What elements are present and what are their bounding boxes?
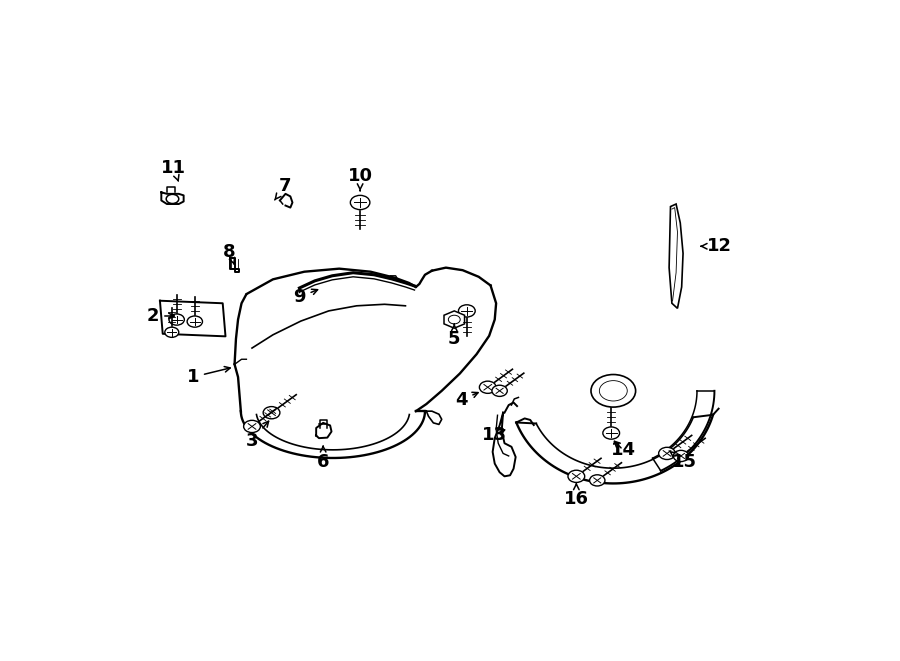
Circle shape (187, 316, 202, 327)
Polygon shape (444, 311, 464, 329)
Circle shape (350, 196, 370, 210)
Circle shape (492, 385, 508, 397)
Circle shape (591, 375, 635, 407)
Text: 14: 14 (610, 441, 635, 459)
Text: 16: 16 (563, 484, 589, 508)
Circle shape (590, 475, 605, 486)
Circle shape (659, 447, 675, 459)
Text: 10: 10 (347, 167, 373, 190)
Circle shape (458, 305, 475, 317)
Text: 3: 3 (246, 421, 268, 449)
Text: 9: 9 (293, 288, 318, 306)
Circle shape (480, 381, 496, 393)
Circle shape (568, 470, 585, 483)
Polygon shape (669, 204, 683, 308)
Circle shape (599, 381, 627, 401)
Text: 2: 2 (147, 307, 175, 325)
Text: 1: 1 (186, 367, 230, 386)
Text: 4: 4 (455, 391, 478, 409)
Circle shape (263, 407, 280, 419)
Circle shape (169, 314, 184, 325)
Text: 15: 15 (670, 451, 697, 471)
Text: 5: 5 (448, 325, 461, 348)
Text: 12: 12 (701, 237, 732, 255)
Circle shape (673, 450, 689, 461)
Circle shape (166, 194, 179, 204)
Circle shape (244, 420, 260, 432)
Circle shape (603, 427, 619, 439)
Text: 11: 11 (161, 159, 186, 180)
Text: 7: 7 (274, 177, 292, 200)
Circle shape (165, 327, 179, 337)
Text: 6: 6 (317, 446, 329, 471)
Text: 13: 13 (482, 426, 508, 444)
Text: 8: 8 (223, 243, 236, 264)
